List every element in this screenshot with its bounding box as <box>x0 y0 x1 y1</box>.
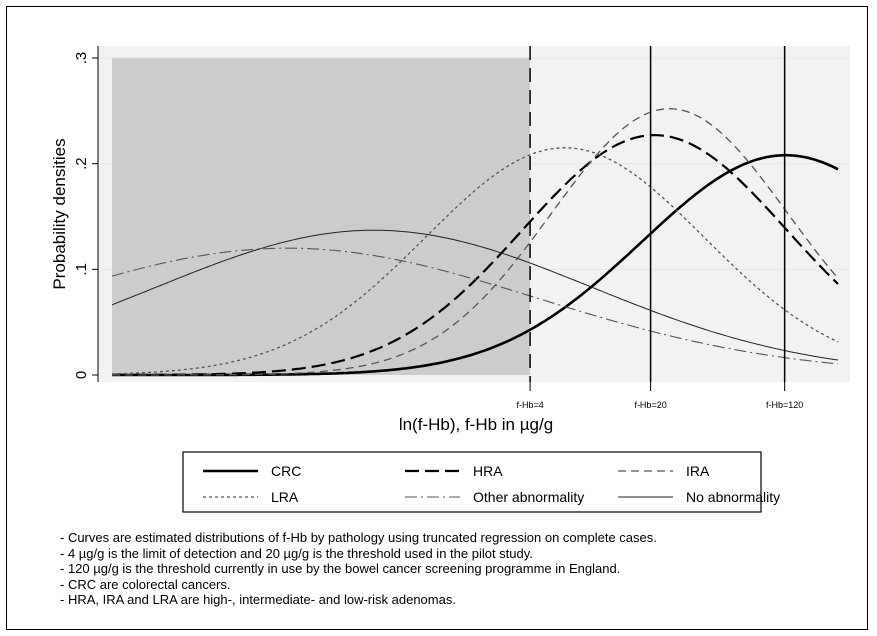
legend: CRC HRA IRA LRA Other abnormality No abnormal… <box>182 451 780 513</box>
y-tick-label: .1 <box>73 263 90 276</box>
footnote: - 120 µg/g is the threshold currently in… <box>60 561 621 576</box>
legend-label: IRA <box>686 463 710 479</box>
reference-lines: f-Hb=4 f-Hb=20 f-Hb=120 <box>516 46 803 410</box>
legend-label: Other abnormality <box>473 489 584 505</box>
footnotes: - Curves are estimated distributions of … <box>60 530 860 608</box>
shaded-undetectable-region <box>112 58 531 375</box>
curve-lra <box>111 147 839 375</box>
density-curves <box>111 108 839 377</box>
y-tick-label: 0 <box>73 371 90 379</box>
y-axis-ticks: 0 .1 .2 .3 <box>73 52 98 379</box>
x-axis-title: ln(f-Hb), f-Hb in µg/g <box>399 415 553 434</box>
legend-label: CRC <box>271 463 301 479</box>
legend-box <box>182 451 762 513</box>
legend-label: LRA <box>271 489 299 505</box>
ref-line-label: f-Hb=120 <box>766 400 803 410</box>
y-tick-label: .2 <box>73 157 90 170</box>
legend-label: HRA <box>473 463 503 479</box>
y-axis-title: Probability densities <box>50 138 69 289</box>
curve-other-abnormality <box>111 247 839 365</box>
curve-ira <box>112 108 839 376</box>
footnote: - 4 µg/g is the limit of detection and 2… <box>60 545 533 561</box>
y-tick-label: .3 <box>73 52 90 65</box>
curve-hra <box>111 133 839 377</box>
footnote: - CRC are colorectal cancers. <box>60 576 231 592</box>
ref-line-label: f-Hb=20 <box>634 400 666 410</box>
legend-label: No abnormality <box>686 489 780 505</box>
footnote: - HRA, IRA and LRA are high-, intermedia… <box>60 592 456 607</box>
curve-no-abnormality <box>111 229 839 361</box>
ref-line-label: f-Hb=4 <box>516 400 543 410</box>
footnote: - Curves are estimated distributions of … <box>60 530 657 545</box>
